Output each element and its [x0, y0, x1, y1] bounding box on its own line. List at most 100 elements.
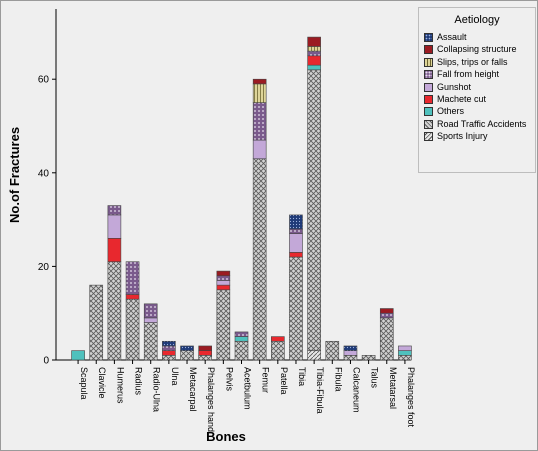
bar-segment [379, 312, 394, 319]
x-tick-label: Metacarpal [188, 367, 198, 412]
bar-segment [143, 303, 158, 319]
legend-swatch [424, 33, 433, 42]
bar-segment [307, 69, 321, 351]
legend-swatch [424, 57, 433, 67]
y-tick-label: 60 [38, 75, 50, 86]
bar-segment [216, 270, 231, 277]
bar-segment [162, 355, 176, 361]
y-tick-label: 40 [38, 168, 50, 179]
bar-segment [216, 289, 231, 361]
bar-segment [307, 50, 321, 57]
legend-label: Sports Injury [437, 131, 488, 142]
bar-segment [289, 252, 303, 258]
bar-segment [125, 294, 140, 300]
bar-segment [307, 36, 321, 47]
bar-segment [180, 350, 194, 361]
legend-item: Slips, trips or falls [419, 56, 535, 68]
bar-segment [379, 308, 394, 314]
x-tick-label: Talus [370, 367, 380, 389]
legend-label: Road Traffic Accidents [437, 118, 527, 129]
x-tick-label: Ulna [170, 367, 180, 386]
x-tick-label: Phalanges hand [206, 367, 216, 432]
x-tick-label: Radio-Ulna [152, 367, 162, 412]
x-tick-label: Patella [279, 367, 289, 395]
bar-segment [398, 355, 412, 361]
bar-segment [71, 350, 85, 361]
bar-segment [198, 350, 212, 356]
bar-segment [307, 350, 321, 361]
bar-segment [125, 298, 140, 361]
legend-item: Collapsing structure [419, 43, 535, 55]
bar-segment [107, 214, 122, 239]
legend-item: Fall from height [419, 68, 535, 80]
bar-segment [289, 233, 303, 253]
bar-segment [307, 55, 321, 66]
bar-segment [143, 322, 158, 361]
legend-items: Assault Collapsing structure Slips, trips … [419, 31, 535, 143]
bar-segment [234, 331, 249, 337]
legend-swatch [424, 70, 433, 80]
x-tick-label: Metatarsal [388, 367, 398, 409]
legend-label: Fall from height [437, 69, 500, 80]
bar-segment [252, 102, 267, 141]
bar-segment [325, 340, 340, 361]
bar-segment [307, 46, 321, 52]
bar-segment [234, 336, 249, 342]
legend-label: Collapsing structure [437, 44, 517, 55]
bar-segment [107, 261, 122, 361]
legend-swatch [424, 119, 433, 129]
x-tick-label: Phalanges foot [406, 367, 416, 428]
legend-item: Assault [419, 31, 535, 43]
legend-swatch [424, 132, 433, 142]
bar-segment [162, 345, 176, 351]
legend-swatch [424, 107, 433, 117]
legend-label: Gunshot [437, 81, 472, 92]
x-tick-label: Tibia [297, 367, 307, 386]
bar-segment [89, 284, 104, 361]
x-tick-labels: Scapula Clavicle Humerus Radius Radio-Ulna Ul… [77, 360, 416, 432]
bar-segment [343, 350, 358, 356]
bar-segment [180, 345, 194, 351]
bar-segment [125, 261, 140, 295]
y-tick-label: 0 [43, 356, 49, 367]
bar-segment [379, 317, 394, 361]
legend-item: Road Traffic Accidents [419, 118, 535, 130]
bar-segment [198, 345, 212, 351]
x-tick-label: Humerus [115, 367, 125, 404]
bar-segment [107, 205, 122, 216]
x-tick-label: Pelvis [224, 367, 234, 392]
legend-label: Others [437, 106, 465, 117]
x-tick-label: Acetbulum [243, 367, 253, 410]
bar-segment [162, 340, 176, 347]
bar-segment [216, 275, 231, 281]
bar-segment [252, 158, 267, 361]
x-axis-label: Bones [206, 429, 246, 444]
x-tick-label: Calcaneum [351, 367, 361, 413]
legend-label: Assault [437, 32, 467, 42]
bar-segment [343, 355, 358, 361]
bar-segment [234, 340, 249, 361]
legend-item: Sports Injury [419, 130, 535, 142]
bar-segment [216, 284, 231, 291]
x-tick-label: Clavicle [97, 367, 107, 399]
x-tick-label: Scapula [79, 367, 89, 400]
bar-segment [162, 350, 176, 356]
bar-segment [216, 280, 231, 286]
legend-item: Machete cut [419, 93, 535, 105]
bar-segment [289, 214, 303, 230]
bar-segment [271, 336, 285, 342]
legend-item: Gunshot [419, 81, 535, 93]
bar-segment [398, 345, 412, 351]
legend-item: Others [419, 105, 535, 117]
legend: Aetiology Assault Collapsing structure Sli… [418, 7, 536, 173]
x-tick-label: Radius [134, 367, 144, 396]
bar-segment [289, 256, 303, 361]
legend-swatch [424, 45, 433, 55]
bar-segment [107, 238, 122, 263]
bar-segment [252, 83, 267, 103]
y-tick-label: 20 [38, 262, 50, 273]
bar-segment [289, 228, 303, 234]
bar-segment [398, 350, 412, 356]
